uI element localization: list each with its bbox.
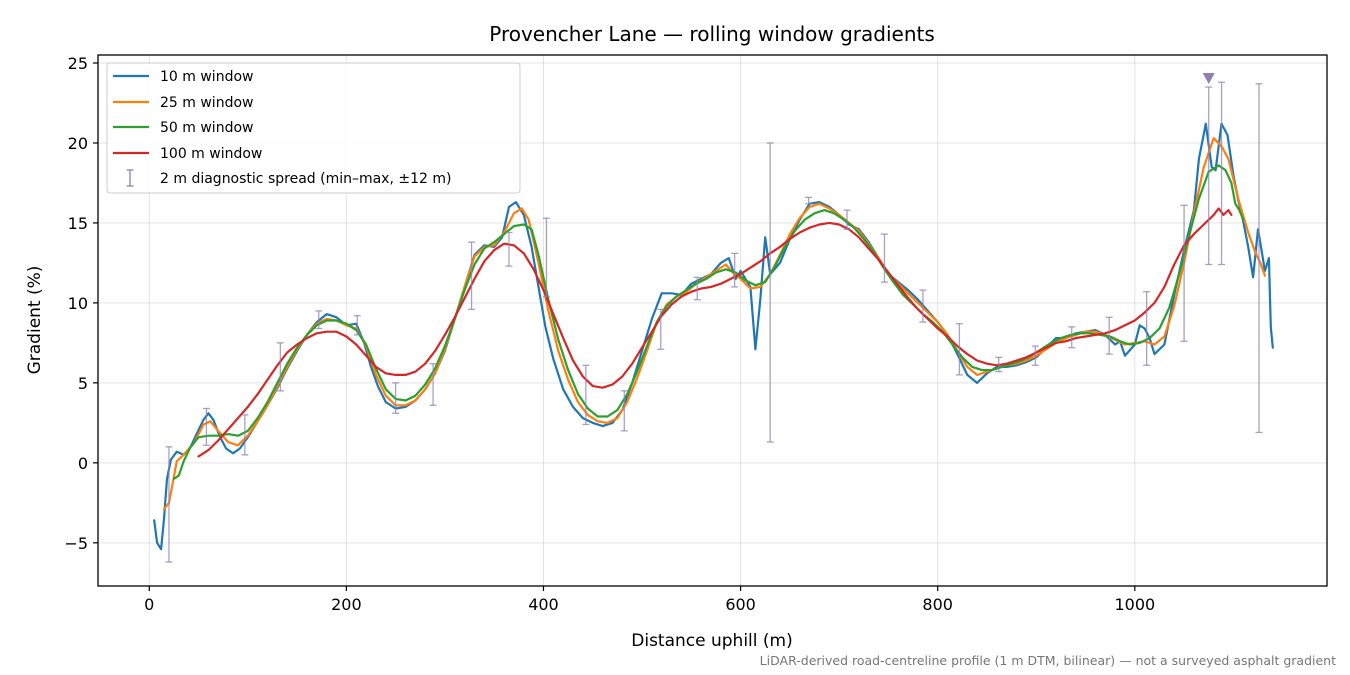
error-bar xyxy=(693,276,701,301)
chart-title: Provencher Lane — rolling window gradien… xyxy=(489,22,935,46)
series-line-3 xyxy=(172,164,1245,480)
error-bar xyxy=(805,196,813,205)
error-bar xyxy=(392,382,400,414)
y-tick-label: 20 xyxy=(68,134,88,153)
error-bar xyxy=(1031,345,1039,366)
error-bar xyxy=(276,342,284,392)
error-bar xyxy=(315,310,323,330)
legend-label: 50 m window xyxy=(160,120,253,136)
error-bar xyxy=(1205,86,1213,266)
error-bar xyxy=(1105,316,1113,355)
legend-label: 10 m window xyxy=(160,69,253,85)
x-tick-label: 600 xyxy=(725,595,756,614)
error-bar xyxy=(1068,326,1076,349)
y-tick-label: 15 xyxy=(68,214,88,233)
error-bar xyxy=(241,414,249,456)
y-tick-label: 10 xyxy=(68,294,88,313)
series-line-2 xyxy=(162,137,1266,511)
tick-layer: 0 200 400 600 800 1000 −5 0 5 10 15 20 25 xyxy=(64,54,1155,614)
errorbar-layer xyxy=(165,81,1263,563)
error-bar xyxy=(955,323,963,376)
error-bar xyxy=(919,289,927,323)
y-axis-label: Gradient (%) xyxy=(25,266,45,375)
legend-label: 2 m diagnostic spread (min–max, ±12 m) xyxy=(160,171,451,187)
y-tick-label: 25 xyxy=(68,54,88,73)
max-marker-triangle xyxy=(1202,72,1215,84)
y-tick-label: 5 xyxy=(78,374,88,393)
footnote: LiDAR-derived road-centreline profile (1… xyxy=(760,653,1336,668)
error-bar xyxy=(202,407,210,446)
y-tick-label: 0 xyxy=(78,454,88,473)
series-layer xyxy=(153,122,1274,551)
error-bar xyxy=(1255,83,1263,434)
y-tick-label: −5 xyxy=(64,534,88,553)
error-bar xyxy=(429,363,437,406)
x-axis-label: Distance uphill (m) xyxy=(631,631,792,651)
legend-label: 25 m window xyxy=(160,95,253,111)
error-bar xyxy=(542,217,550,298)
error-bar xyxy=(766,142,774,443)
error-bar xyxy=(1218,81,1226,266)
marker-layer xyxy=(1202,72,1215,84)
error-bar xyxy=(505,231,513,267)
x-tick-label: 200 xyxy=(331,595,362,614)
legend-label: 100 m window xyxy=(160,146,262,162)
error-bar xyxy=(620,390,628,432)
error-bar xyxy=(995,356,1003,373)
error-bar xyxy=(353,315,361,336)
error-bar xyxy=(582,364,590,426)
error-bar xyxy=(1180,204,1188,342)
x-tick-label: 0 xyxy=(144,595,154,614)
error-bar xyxy=(880,233,888,283)
x-tick-label: 800 xyxy=(922,595,953,614)
x-tick-label: 1000 xyxy=(1114,595,1155,614)
series-line-4 xyxy=(197,207,1233,458)
error-bar xyxy=(468,241,476,310)
error-bar xyxy=(657,308,665,350)
x-tick-label: 400 xyxy=(528,595,559,614)
error-bar xyxy=(731,252,739,288)
error-bar xyxy=(843,209,851,230)
legend: 10 m window 25 m window 50 m window 100 m w… xyxy=(106,62,521,194)
error-bar xyxy=(165,446,173,563)
error-bar xyxy=(1143,291,1151,366)
legend-box xyxy=(106,62,521,194)
legend-errorbar-swatch xyxy=(126,169,134,187)
plot-frame xyxy=(97,54,1328,587)
